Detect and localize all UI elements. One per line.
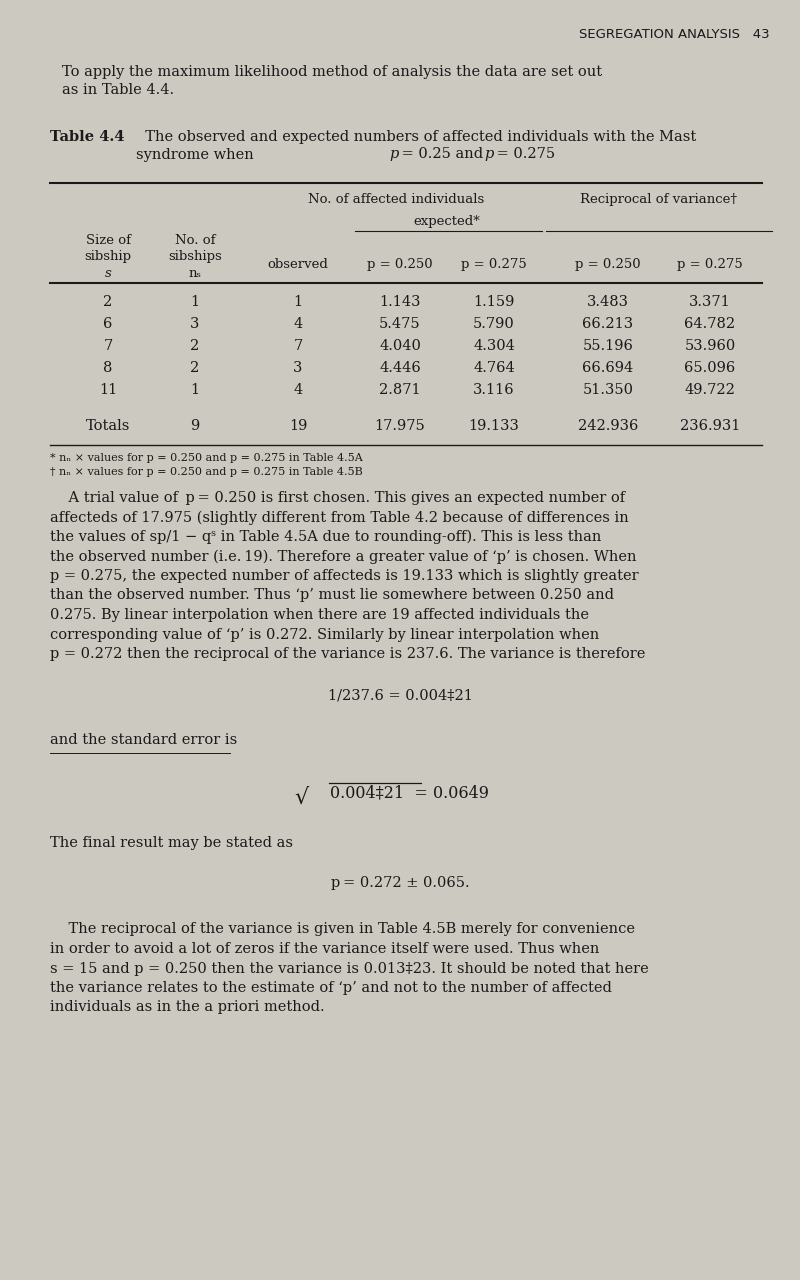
Text: nₛ: nₛ [189,268,202,280]
Text: p: p [484,147,494,161]
Text: the variance relates to the estimate of ‘p’ and not to the number of affected: the variance relates to the estimate of … [50,980,612,995]
Text: 19: 19 [289,419,307,433]
Text: 2.871: 2.871 [379,383,421,397]
Text: Table 4.4: Table 4.4 [50,131,125,143]
Text: affecteds of 17.975 (slightly different from Table 4.2 because of differences in: affecteds of 17.975 (slightly different … [50,511,629,525]
Text: observed: observed [267,259,329,271]
Text: 5.475: 5.475 [379,317,421,332]
Text: No. of
sibships: No. of sibships [168,234,222,262]
Text: 0.004‡21  = 0.0649: 0.004‡21 = 0.0649 [330,785,489,801]
Text: 2: 2 [103,294,113,308]
Text: √: √ [294,786,308,809]
Text: in order to avoid a lot of zeros if the variance itself were used. Thus when: in order to avoid a lot of zeros if the … [50,942,599,956]
Text: Reciprocal of variance†: Reciprocal of variance† [581,193,738,206]
Text: expected*: expected* [414,215,480,228]
Text: p = 0.275: p = 0.275 [677,259,743,271]
Text: 1: 1 [190,294,199,308]
Text: 1/237.6 = 0.004‡21: 1/237.6 = 0.004‡21 [327,689,473,703]
Text: 4: 4 [294,383,302,397]
Text: The reciprocal of the variance is given in Table 4.5B merely for convenience: The reciprocal of the variance is given … [50,923,635,937]
Text: 7: 7 [103,339,113,353]
Text: 8: 8 [103,361,113,375]
Text: the values of sp/1 − qˢ in Table 4.5A due to rounding-off). This is less than: the values of sp/1 − qˢ in Table 4.5A du… [50,530,602,544]
Text: 9: 9 [190,419,200,433]
Text: 4.764: 4.764 [473,361,515,375]
Text: 64.782: 64.782 [685,317,735,332]
Text: 51.350: 51.350 [582,383,634,397]
Text: 66.213: 66.213 [582,317,634,332]
Text: 2: 2 [190,361,200,375]
Text: 3.371: 3.371 [689,294,731,308]
Text: 65.096: 65.096 [684,361,736,375]
Text: * nₙ × values for p = 0.250 and p = 0.275 in Table 4.5A: * nₙ × values for p = 0.250 and p = 0.27… [50,453,362,463]
Text: 11: 11 [99,383,117,397]
Text: 3.483: 3.483 [587,294,629,308]
Text: 242.936: 242.936 [578,419,638,433]
Text: 49.722: 49.722 [685,383,735,397]
Text: SEGREGATION ANALYSIS   43: SEGREGATION ANALYSIS 43 [579,28,770,41]
Text: † nₙ × values for p = 0.250 and p = 0.275 in Table 4.5B: † nₙ × values for p = 0.250 and p = 0.27… [50,467,362,477]
Text: s = 15 and p = 0.250 then the variance is 0.013‡23. It should be noted that here: s = 15 and p = 0.250 then the variance i… [50,961,649,975]
Text: 53.960: 53.960 [684,339,736,353]
Text: 3: 3 [190,317,200,332]
Text: 4.304: 4.304 [473,339,515,353]
Text: p = 0.272 then the reciprocal of the variance is 237.6. The variance is therefor: p = 0.272 then the reciprocal of the var… [50,646,646,660]
Text: p = 0.250: p = 0.250 [367,259,433,271]
Text: 55.196: 55.196 [582,339,634,353]
Text: 6: 6 [103,317,113,332]
Text: The observed and expected numbers of affected individuals with the Mast
syndrome: The observed and expected numbers of aff… [136,131,696,163]
Text: No. of affected individuals: No. of affected individuals [308,193,484,206]
Text: 19.133: 19.133 [469,419,519,433]
Text: 66.694: 66.694 [582,361,634,375]
Text: 1.143: 1.143 [379,294,421,308]
Text: p = 0.272 ± 0.065.: p = 0.272 ± 0.065. [330,877,470,891]
Text: 4: 4 [294,317,302,332]
Text: p = 0.275, the expected number of affecteds is 19.133 which is slightly greater: p = 0.275, the expected number of affect… [50,570,638,582]
Text: Totals: Totals [86,419,130,433]
Text: 3: 3 [294,361,302,375]
Text: p = 0.275: p = 0.275 [461,259,527,271]
Text: 2: 2 [190,339,200,353]
Text: Size of
sibship: Size of sibship [85,234,131,262]
Text: A trial value of  p = 0.250 is first chosen. This gives an expected number of: A trial value of p = 0.250 is first chos… [50,492,625,506]
Text: p: p [389,147,398,161]
Text: 4.446: 4.446 [379,361,421,375]
Text: than the observed number. Thus ‘p’ must lie somewhere between 0.250 and: than the observed number. Thus ‘p’ must … [50,589,614,603]
Text: To apply the maximum likelihood method of analysis the data are set out
as in Ta: To apply the maximum likelihood method o… [62,65,602,97]
Text: the observed number (i.e. 19). Therefore a greater value of ‘p’ is chosen. When: the observed number (i.e. 19). Therefore… [50,549,637,564]
Text: 3.116: 3.116 [473,383,515,397]
Text: and the standard error is: and the standard error is [50,732,238,746]
Text: 236.931: 236.931 [680,419,740,433]
Text: 4.040: 4.040 [379,339,421,353]
Text: corresponding value of ‘p’ is 0.272. Similarly by linear interpolation when: corresponding value of ‘p’ is 0.272. Sim… [50,627,599,641]
Text: s: s [105,268,111,280]
Text: 1: 1 [294,294,302,308]
Text: 7: 7 [294,339,302,353]
Text: The final result may be stated as: The final result may be stated as [50,837,293,850]
Text: individuals as in the a priori method.: individuals as in the a priori method. [50,1001,325,1015]
Text: 1.159: 1.159 [474,294,514,308]
Text: 17.975: 17.975 [374,419,426,433]
Text: = 0.25 and: = 0.25 and [397,147,488,161]
Text: 1: 1 [190,383,199,397]
Text: 0.275. By linear interpolation when there are 19 affected individuals the: 0.275. By linear interpolation when ther… [50,608,589,622]
Text: p = 0.250: p = 0.250 [575,259,641,271]
Text: = 0.275: = 0.275 [492,147,555,161]
Text: 5.790: 5.790 [473,317,515,332]
